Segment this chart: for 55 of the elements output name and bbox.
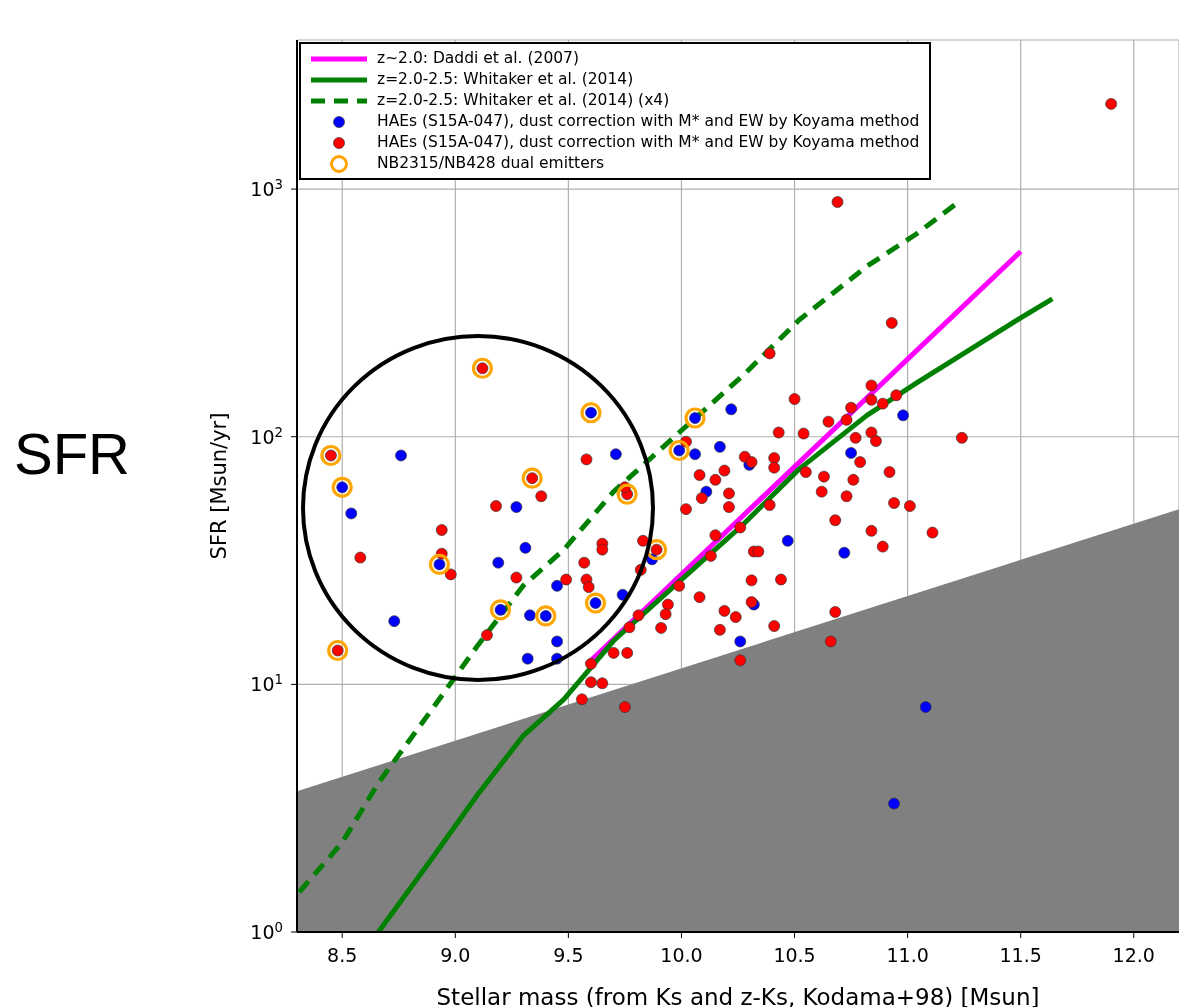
point xyxy=(838,546,851,559)
point xyxy=(580,402,602,424)
point xyxy=(551,579,563,592)
legend-label: z~2.0: Daddi et al. (2007) xyxy=(377,48,580,69)
point xyxy=(471,357,494,379)
legend-label: NB2315/NB428 dual emitters xyxy=(377,153,605,174)
point xyxy=(725,403,738,416)
legend-label: z=2.0-2.5: Whitaker et al. (2014) xyxy=(377,69,634,90)
x-tick-label: 11.0 xyxy=(886,944,929,966)
x-tick-label: 10.5 xyxy=(773,944,816,966)
y-axis-title: SFR [Msun/yr] xyxy=(207,412,232,560)
point xyxy=(345,507,358,520)
point xyxy=(845,447,857,459)
point xyxy=(684,407,706,429)
y-tick-label: 10$^{3}$ xyxy=(250,176,283,201)
text: SFR xyxy=(14,420,130,487)
legend-label: HAEs (S15A-047), dust correction with M* and EW by Koyama method xyxy=(377,132,920,153)
point xyxy=(492,556,505,569)
point xyxy=(331,476,353,498)
point xyxy=(610,448,622,461)
legend-label: HAEs (S15A-047), dust correction with M* and EW by Koyama method xyxy=(377,111,920,132)
y-tick-label: 10$^{1}$ xyxy=(250,671,283,696)
point xyxy=(388,615,401,627)
point xyxy=(521,652,534,665)
legend-label: z=2.0-2.5: Whitaker et al. (2014) (x4) xyxy=(377,90,670,111)
point xyxy=(489,599,512,621)
y-tick-label: 10$^{0}$ xyxy=(250,919,283,943)
point xyxy=(320,444,342,467)
point xyxy=(584,592,607,614)
point xyxy=(535,605,557,627)
point xyxy=(919,701,932,713)
x-tick-label: 9.0 xyxy=(440,944,471,966)
point xyxy=(616,588,629,601)
x-tick-label: 8.5 xyxy=(327,944,358,966)
x-tick-label: 10.0 xyxy=(660,944,703,966)
point xyxy=(327,639,349,662)
point xyxy=(734,635,747,648)
y-tick-label: 10$^{2}$ xyxy=(250,424,283,448)
point xyxy=(395,449,407,462)
point xyxy=(524,609,536,622)
point xyxy=(689,448,701,461)
point xyxy=(781,534,794,547)
x-tick-label: 11.5 xyxy=(999,944,1042,966)
point xyxy=(428,553,451,576)
point xyxy=(668,439,690,462)
point xyxy=(616,483,638,505)
point xyxy=(510,501,523,513)
point xyxy=(714,441,726,453)
point xyxy=(521,467,543,489)
x-tick-label: 9.5 xyxy=(553,944,584,966)
point xyxy=(519,541,532,554)
point xyxy=(897,409,909,422)
x-tick-label: 12.0 xyxy=(1112,944,1155,966)
point xyxy=(551,635,563,648)
point xyxy=(888,797,900,810)
